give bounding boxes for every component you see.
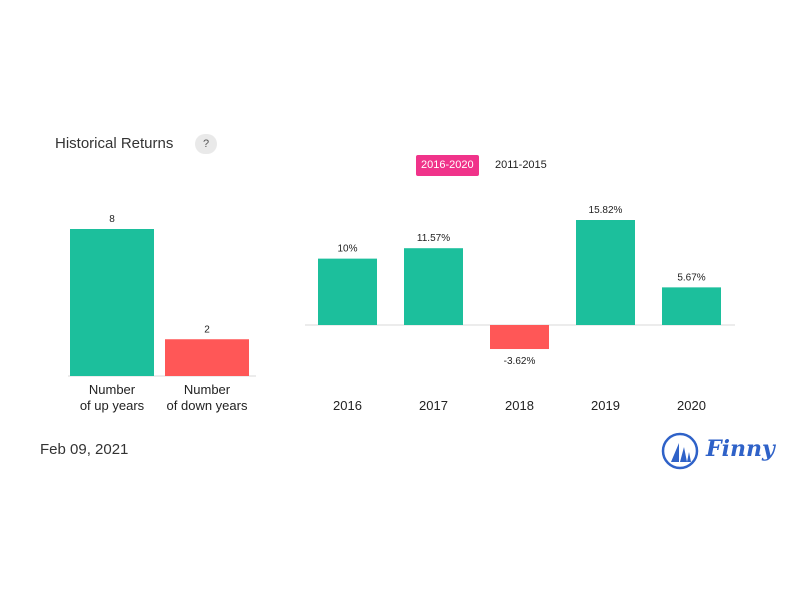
data-label: 5.67%: [677, 272, 705, 283]
finny-logo-icon: [661, 432, 699, 470]
tick-label: 2019: [591, 398, 620, 413]
bar-down-years: [165, 339, 249, 376]
category-label: of down years: [167, 398, 248, 413]
tick-label: 2016: [333, 398, 362, 413]
bar-up-years: [70, 229, 154, 376]
bar-2019: [576, 220, 635, 325]
data-label: 11.57%: [417, 233, 450, 244]
bar-2020: [662, 287, 721, 325]
category-label: Number: [184, 382, 231, 397]
bar-2017: [404, 248, 463, 325]
tab-2011-2015[interactable]: 2011-2015: [495, 159, 547, 171]
tick-label: 2018: [505, 398, 534, 413]
data-label: -3.62%: [504, 356, 536, 367]
category-label: Number: [89, 382, 136, 397]
as-of-date: Feb 09, 2021: [40, 441, 129, 458]
data-label: 15.82%: [589, 205, 623, 216]
category-label: of up years: [80, 398, 145, 413]
brand-name: Finny: [706, 436, 775, 462]
bar-2016: [318, 258, 377, 325]
bar-2018: [490, 325, 549, 350]
data-label: 2: [204, 324, 210, 335]
tick-label: 2020: [677, 398, 706, 413]
page-title: Historical Returns: [55, 135, 174, 152]
data-label: 8: [109, 214, 115, 225]
data-label: 10%: [337, 244, 357, 255]
tick-label: 2017: [419, 398, 448, 413]
help-icon[interactable]: ?: [195, 134, 217, 154]
tab-2016-2020[interactable]: 2016-2020: [416, 155, 479, 176]
